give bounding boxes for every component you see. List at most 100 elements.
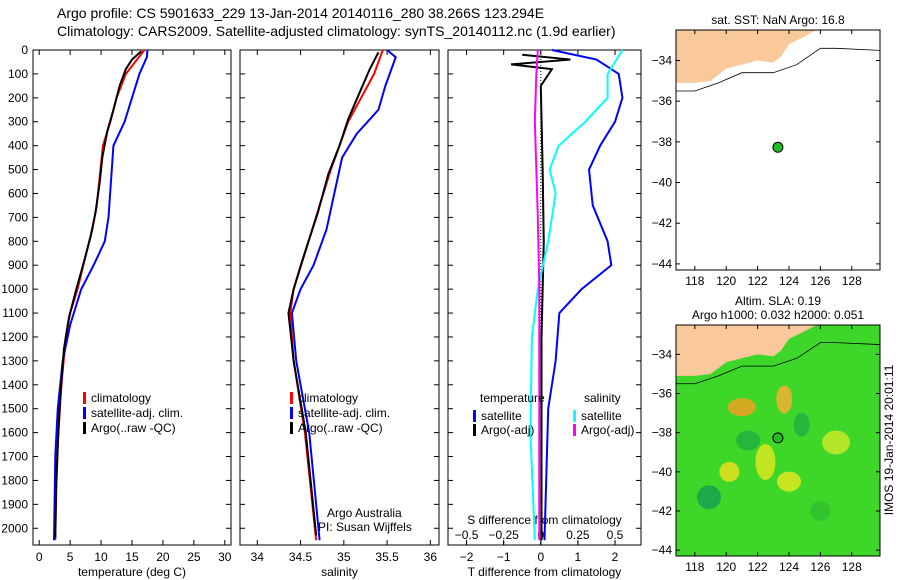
isobath-line (676, 342, 881, 385)
panel-frame (239, 49, 440, 546)
lon-tick-label: 120 (716, 560, 736, 574)
legend-swatch (473, 424, 476, 436)
x-tick-label: 20 (156, 550, 170, 564)
x-tick-label: 2 (612, 550, 619, 564)
land-australia (676, 325, 818, 376)
sla-anomaly-blob (727, 398, 756, 417)
x-axis-label: T difference from climatology (468, 565, 622, 579)
lat-tick-label: −42 (652, 504, 673, 518)
lat-tick-label: −36 (652, 387, 673, 401)
map-title: Altim. SLA: 0.19 (735, 294, 821, 308)
y-tick-label: 600 (8, 186, 28, 200)
lon-tick-label: 126 (810, 560, 830, 574)
lon-tick-label: 128 (842, 560, 862, 574)
y-tick-label: 1100 (2, 306, 28, 320)
legend-swatch (473, 410, 476, 422)
legend-swatch (83, 407, 86, 419)
x-tick-label: 35 (337, 550, 351, 564)
x-tick-label: 34.5 (289, 550, 313, 564)
legend-title: temperature (480, 391, 545, 405)
legend-label: Argo(-adj) (481, 423, 534, 437)
y-tick-label: 200 (8, 91, 28, 105)
lon-tick-label: 122 (748, 274, 768, 288)
series-line-t-satellite (543, 49, 624, 541)
x-tick-label: −2 (460, 550, 474, 564)
sla-anomaly-blob (696, 485, 721, 510)
sla-anomaly-blob (719, 461, 740, 482)
lon-tick-label: 126 (810, 274, 830, 288)
y-tick-label: 800 (8, 234, 28, 248)
x-tick-label: 30 (218, 550, 232, 564)
legend-label: climatology (298, 391, 358, 405)
legend-swatch (290, 407, 293, 419)
x-tick-label: 10 (94, 550, 108, 564)
sst-map (675, 29, 881, 271)
lon-tick-label: 128 (842, 274, 862, 288)
argo-float-marker (772, 141, 784, 153)
x2-tick-label: 0.25 (566, 528, 590, 542)
series-line-s-satellite (529, 49, 624, 541)
x-axis-label: temperature (deg C) (78, 565, 186, 579)
panel-frame (32, 49, 232, 546)
legend-label: Argo(..raw -QC) (298, 421, 383, 435)
legend-label: satellite-adj. clim. (298, 406, 390, 420)
sla-anomaly-blob (776, 385, 793, 414)
lat-tick-label: −44 (652, 257, 673, 271)
x-tick-label: −1 (497, 550, 511, 564)
land-australia (676, 30, 818, 83)
y-tick-label: 1500 (1, 402, 28, 416)
map-title: sat. SST: NaN Argo: 16.8 (711, 13, 845, 27)
legend-swatch (290, 422, 293, 434)
y-tick-label: 1700 (1, 450, 28, 464)
legend-label: satellite (581, 409, 622, 423)
x-tick-label: 15 (125, 550, 139, 564)
legend-swatch (83, 422, 86, 434)
x-tick-label: 25 (187, 550, 201, 564)
imos-timestamp: IMOS 19-Jan-2014 20:01:11 (882, 364, 896, 515)
y-tick-label: 1200 (1, 330, 28, 344)
y-tick-label: 1600 (1, 426, 28, 440)
lat-tick-label: −36 (652, 94, 673, 108)
lat-tick-label: −44 (652, 543, 673, 557)
sla-anomaly-blob (793, 412, 810, 437)
legend-swatch (573, 410, 576, 422)
x-axis-label: salinity (321, 565, 358, 579)
y-tick-label: 1400 (1, 378, 28, 392)
y-tick-label: 300 (8, 115, 28, 129)
pi-text: PI: Susan Wijffels (318, 520, 412, 534)
x-tick-label: 34 (251, 550, 265, 564)
legend-title: salinity (584, 391, 621, 405)
y-tick-label: 1300 (1, 354, 28, 368)
panel-frame (447, 49, 642, 546)
lat-tick-label: −40 (652, 465, 673, 479)
legend-label: satellite-adj. clim. (91, 406, 183, 420)
lat-tick-label: −34 (652, 54, 673, 68)
x-tick-label: 36 (424, 550, 438, 564)
map-title: Argo h1000: 0.032 h2000: 0.051 (692, 308, 864, 322)
y-tick-label: 1900 (1, 497, 28, 511)
sla-anomaly-blob (736, 430, 761, 451)
series-line-satellite-adj-clim- (53, 49, 149, 541)
figure-title-line2: Climatology: CARS2009. Satellite-adjuste… (57, 23, 616, 39)
legend-label: satellite (481, 409, 522, 423)
x-tick-label: 35.5 (375, 550, 399, 564)
x-tick-label: 0 (36, 550, 43, 564)
sla-anomaly-blob (810, 500, 831, 521)
legend-swatch (290, 392, 293, 404)
series-line-argo-raw-qc- (54, 50, 142, 538)
lon-tick-label: 124 (779, 560, 799, 574)
x-tick-label: 5 (67, 550, 74, 564)
x-tick-label: 0 (537, 550, 544, 564)
figure-title-line1: Argo profile: CS 5901633_229 13-Jan-2014… (57, 5, 545, 21)
y-tick-label: 0 (21, 43, 28, 57)
y-tick-label: 1800 (1, 473, 28, 487)
y-tick-label: 100 (8, 67, 28, 81)
map-frame (675, 29, 881, 271)
x-tick-label: 1 (575, 550, 582, 564)
credit-text: Argo Australia (327, 506, 402, 520)
x2-tick-label: −0.5 (455, 528, 479, 542)
series-line-t-argo-adj- (510, 53, 571, 541)
lat-tick-label: −34 (652, 347, 673, 361)
lat-tick-label: −40 (652, 176, 673, 190)
series-line-satellite-adj-clim- (290, 49, 397, 541)
